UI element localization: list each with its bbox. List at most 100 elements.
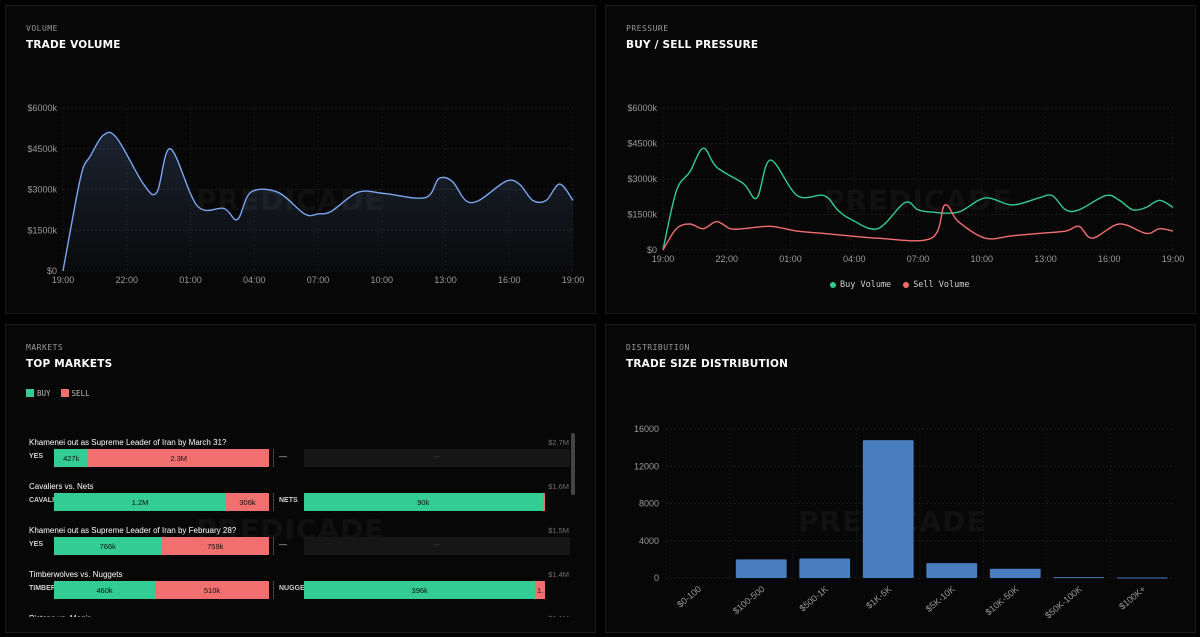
bar-$100-500 <box>735 559 787 578</box>
sell-segment: 510k <box>155 581 269 599</box>
empty-placeholder: -- <box>434 542 440 549</box>
scrollbar-thumb[interactable] <box>571 433 575 495</box>
market-row[interactable]: Timberwolves vs. Nuggets $1.4M TIMBERWOLVE… <box>26 567 574 611</box>
area-fill <box>63 132 573 271</box>
markets-list[interactable]: Khamenei out as Supreme Leader of Iran b… <box>26 435 574 617</box>
outcome-bar[interactable]: 460k 510k <box>54 581 269 599</box>
x-tick-label: $100-500 <box>731 584 767 616</box>
legend-label: SELL <box>71 389 90 398</box>
trade-size-distribution-chart[interactable]: 0 4000 8000 12000 16000 $0-100 $100-500 $500-1K… <box>606 325 1196 633</box>
markets-legend: BUY SELL <box>26 389 90 398</box>
panel-title: TRADE SIZE DISTRIBUTION <box>626 358 789 370</box>
outcome-label: — <box>279 540 287 549</box>
bar-$10K-50K <box>989 568 1041 578</box>
y-tick-label: 4000 <box>639 536 659 546</box>
market-total: $2.7M <box>548 438 569 447</box>
market-total: $1.5M <box>548 526 569 535</box>
empty-placeholder: -- <box>434 454 440 461</box>
outcome-bar[interactable]: 427k 2.3M <box>54 449 269 467</box>
buy-dot-icon <box>830 282 836 288</box>
outcome-bar[interactable]: 766k 759k <box>54 537 269 555</box>
x-tick-label: 19:00 <box>52 275 75 285</box>
x-tick-label: $100K+ <box>1117 584 1147 612</box>
x-tick-label: 22:00 <box>115 275 138 285</box>
outcome-bar[interactable]: 396k 1. <box>304 581 545 599</box>
sell-swatch-icon <box>60 389 69 397</box>
market-name[interactable]: Cavaliers vs. Nets <box>29 482 94 491</box>
y-tick-label: $1500k <box>27 225 57 235</box>
x-tick-label: 01:00 <box>179 275 202 285</box>
market-row[interactable]: Pistons vs. Magic$1.1MPISTONSMAGIC <box>26 611 574 617</box>
legend-buy: BUY <box>26 389 51 398</box>
legend-buy-volume[interactable]: Buy Volume <box>830 280 891 290</box>
market-total: $1.1M <box>548 614 569 617</box>
market-row[interactable]: Cavaliers vs. Nets $1.6M CAVALIERS1.2M306k… <box>26 479 574 523</box>
market-name[interactable]: Khamenei out as Supreme Leader of Iran b… <box>29 526 237 535</box>
series-line-buy-volume <box>662 147 1174 251</box>
y-tick-label: 0 <box>654 573 659 583</box>
y-tick-label: $6000k <box>627 103 657 113</box>
buy-segment: 460k <box>54 581 156 599</box>
outcome-bar: -- <box>304 537 570 555</box>
bar-$5K-10K <box>926 563 978 578</box>
market-row[interactable]: Khamenei out as Supreme Leader of Iran b… <box>26 435 574 479</box>
outcome-label: TIMBERWOLVES <box>29 585 55 592</box>
panel-eyebrow: DISTRIBUTION <box>626 343 690 352</box>
sell-dot-icon <box>903 282 910 288</box>
divider <box>273 581 274 599</box>
x-tick-label: $5K-10K <box>924 584 957 614</box>
sell-segment: 2.3M <box>88 449 269 467</box>
outcome-bar[interactable]: 90k <box>304 493 545 511</box>
chart-legend: Buy Volume Sell Volume <box>830 280 969 290</box>
outcome-bar: -- <box>304 449 570 467</box>
panel-title: BUY / SELL PRESSURE <box>626 39 759 51</box>
x-tick-label: 16:00 <box>1098 254 1121 264</box>
x-tick-label: 04:00 <box>243 275 266 285</box>
x-tick-label: 07:00 <box>907 254 930 264</box>
market-row[interactable]: Khamenei out as Supreme Leader of Iran b… <box>26 523 574 567</box>
legend-label: Sell Volume <box>913 280 970 290</box>
top-markets-panel: MARKETS TOP MARKETS BUY SELL PREDICADE K… <box>5 324 596 633</box>
x-tick-label: $0-100 <box>675 584 703 610</box>
outcome-label: YES <box>29 541 44 548</box>
trade-volume-chart[interactable]: $0 $1500k $3000k $4500k $6000k 19:00 22:00 01:0… <box>6 6 596 314</box>
x-tick-label: 13:00 <box>1034 254 1057 264</box>
y-tick-label: 12000 <box>634 461 659 471</box>
panel-eyebrow: MARKETS <box>26 343 64 352</box>
buy-segment: 1.2M <box>54 493 226 511</box>
x-tick-label: 22:00 <box>715 254 738 264</box>
outcome-bar[interactable]: 1.2M 306k <box>54 493 269 511</box>
x-tick-label: 10:00 <box>370 275 393 285</box>
panel-eyebrow: VOLUME <box>26 24 58 33</box>
market-total: $1.6M <box>548 482 569 491</box>
outcome-label: YES <box>29 453 44 460</box>
legend-label: BUY <box>37 389 51 398</box>
legend-sell-volume[interactable]: Sell Volume <box>903 280 969 290</box>
divider <box>273 493 274 511</box>
buy-segment: 766k <box>54 537 162 555</box>
market-name[interactable]: Pistons vs. Magic <box>29 614 91 617</box>
y-tick-label: $0 <box>47 266 57 276</box>
trade-size-distribution-panel: DISTRIBUTION TRADE SIZE DISTRIBUTION PRE… <box>605 324 1196 633</box>
x-tick-label: 13:00 <box>434 275 457 285</box>
x-tick-label: 16:00 <box>498 275 521 285</box>
x-tick-label: 19:00 <box>652 254 675 264</box>
market-name[interactable]: Khamenei out as Supreme Leader of Iran b… <box>29 438 227 447</box>
market-bars: YES 766k 759k — -- <box>29 537 572 555</box>
bar-$100K+ <box>1116 577 1168 579</box>
x-tick-label: $50K-100K <box>1043 584 1084 621</box>
bar-$500-1K <box>799 558 851 578</box>
divider <box>273 537 274 555</box>
sell-segment: 1. <box>535 581 545 599</box>
divider <box>273 449 274 467</box>
panel-eyebrow: PRESSURE <box>626 24 669 33</box>
market-name[interactable]: Timberwolves vs. Nuggets <box>29 570 123 579</box>
market-bars: YES 427k 2.3M — -- <box>29 449 572 467</box>
x-tick-label: $500-1K <box>798 584 830 614</box>
buy-sell-pressure-chart[interactable]: $0 $1500k $3000k $4500k $6000k 19:00 22:00 01:0… <box>606 6 1196 314</box>
series-line-sell-volume <box>662 204 1174 251</box>
panel-title: TRADE VOLUME <box>26 39 121 51</box>
x-tick-label: 19:00 <box>562 275 585 285</box>
x-tick-label: $1K-5K <box>864 584 893 611</box>
y-tick-label: 8000 <box>639 499 659 509</box>
